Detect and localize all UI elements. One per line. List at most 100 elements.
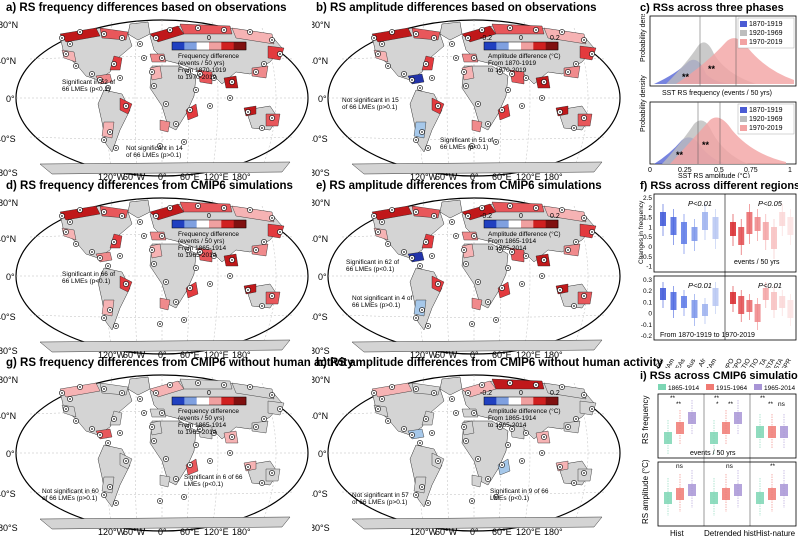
region-label: STIO bbox=[747, 358, 761, 369]
lme-marker-dot bbox=[419, 87, 421, 89]
box-bottom bbox=[688, 484, 696, 496]
map-panel-g: 80°N 40°N 0° 40°S 80°S 120°W 60°W 0° 60°… bbox=[0, 369, 309, 537]
svg-text:1965-2014: 1965-2014 bbox=[764, 385, 795, 392]
annotation: Not significant in 15 bbox=[342, 97, 399, 104]
lme-marker-dot bbox=[465, 440, 467, 442]
lat-label: 40°S bbox=[0, 489, 16, 499]
lme-marker-dot bbox=[583, 39, 585, 41]
lon-label: 120°W bbox=[98, 172, 126, 182]
lme-marker-dot bbox=[559, 111, 561, 113]
lme-marker-dot bbox=[169, 29, 171, 31]
lme-marker-dot bbox=[255, 426, 257, 428]
box-SPR bbox=[787, 300, 794, 318]
ytick: 2.5 bbox=[643, 195, 652, 202]
lme-region bbox=[159, 119, 171, 133]
region-label: STA bbox=[773, 357, 785, 368]
lme-marker-dot bbox=[535, 29, 537, 31]
lme-marker-dot bbox=[115, 325, 117, 327]
colorbar-segment bbox=[172, 220, 185, 228]
legend-top: 1870-1919 1920-1969 1970-2019 bbox=[737, 17, 795, 49]
colorbar-segment bbox=[233, 397, 247, 405]
lme-marker-dot bbox=[495, 496, 497, 498]
lat-label: 80°S bbox=[312, 523, 330, 533]
colorbar: 0 Frequency difference(events / 50 yrs)Fr… bbox=[171, 390, 247, 436]
lme-region bbox=[231, 382, 275, 400]
lme-marker-dot bbox=[279, 408, 281, 410]
lme-marker-dot bbox=[153, 85, 155, 87]
lon-labels: 120°W 60°W 0° 60°E 120°E 180° bbox=[98, 527, 251, 537]
lme-marker-dot bbox=[115, 147, 117, 149]
colorbar-segment bbox=[484, 397, 497, 405]
annotation: 66 LMEs (p<0.1) bbox=[440, 144, 488, 151]
world-map: 80°N 40°N 0° 40°S 80°S 120°W 60°W 0° 60°… bbox=[0, 19, 309, 182]
lme-marker-dot bbox=[463, 426, 465, 428]
antarctica bbox=[39, 339, 291, 353]
lme-marker-dot bbox=[583, 295, 585, 297]
svg-text:0: 0 bbox=[648, 167, 652, 174]
lme-marker-dot bbox=[465, 263, 467, 265]
lat-labels: 80°N 40°N 0° 40°S 80°S bbox=[312, 375, 330, 533]
lme-marker-dot bbox=[229, 275, 231, 277]
lme-marker-dot bbox=[391, 386, 393, 388]
lme-marker-dot bbox=[525, 255, 527, 257]
lme-marker-dot bbox=[425, 241, 427, 243]
lat-label: 40°S bbox=[312, 134, 328, 144]
lon-label: 60°W bbox=[123, 350, 146, 360]
lme-marker-dot bbox=[467, 37, 469, 39]
group-label: Hist-nature bbox=[756, 529, 796, 538]
lme-marker-dot bbox=[139, 43, 141, 45]
colorbar-label: Amplitude difference (°C) bbox=[488, 407, 561, 415]
lme-marker-dot bbox=[425, 418, 427, 420]
lme-marker-dot bbox=[75, 420, 77, 422]
lme-marker-dot bbox=[183, 141, 185, 143]
lme-marker-dot bbox=[507, 89, 509, 91]
legend-label: 1970-2019 bbox=[749, 39, 783, 46]
legend-swatch bbox=[740, 30, 747, 36]
lme-marker-dot bbox=[213, 255, 215, 257]
panel-a-title: a) RS frequency differences based on obs… bbox=[6, 2, 287, 14]
lme-marker-dot bbox=[381, 398, 383, 400]
legend-label: 1920-1969 bbox=[749, 116, 783, 123]
box-Aus bbox=[691, 227, 698, 241]
lme-marker-dot bbox=[69, 43, 71, 45]
lat-label: 0° bbox=[318, 94, 327, 104]
ytick: 0.1 bbox=[643, 299, 652, 306]
colorbar: -0.2 0 0.2 Amplitude difference (°C)From 18… bbox=[480, 390, 561, 429]
lme-marker-dot bbox=[175, 123, 177, 125]
lme-marker-dot bbox=[229, 452, 231, 454]
lme-marker-dot bbox=[431, 432, 433, 434]
box-STA bbox=[779, 212, 786, 226]
annotation: LMEs (p<0.1) bbox=[184, 481, 223, 488]
lme-marker-dot bbox=[187, 71, 189, 73]
lon-label: 120°E bbox=[204, 172, 229, 182]
lme-marker-dot bbox=[223, 207, 225, 209]
lme-marker-dot bbox=[209, 105, 211, 107]
lme-marker-dot bbox=[501, 287, 503, 289]
colorbar-tick: 0.2 bbox=[550, 213, 560, 220]
annotation: Significant in 51 of bbox=[440, 137, 493, 144]
colorbar-tick: 0.2 bbox=[550, 390, 560, 397]
ytick: 0.5 bbox=[643, 234, 652, 241]
lme-marker-dot bbox=[509, 382, 511, 384]
box-SAm bbox=[712, 217, 719, 239]
lme-marker-dot bbox=[119, 77, 121, 79]
lme-marker-dot bbox=[197, 27, 199, 29]
colorbar: -0.2 0 0.2 Amplitude difference (°C)From 18… bbox=[480, 35, 561, 74]
lme-marker-dot bbox=[199, 428, 201, 430]
lme-marker-dot bbox=[195, 444, 197, 446]
sig-label: ** bbox=[714, 395, 720, 402]
lme-markers bbox=[59, 380, 283, 506]
lat-label: 80°S bbox=[0, 168, 18, 178]
lme-marker-dot bbox=[91, 73, 93, 75]
colorbar-label: (events / 50 yrs) bbox=[178, 60, 225, 67]
region-label: Aus bbox=[686, 357, 698, 368]
lat-label: 80°N bbox=[312, 20, 330, 30]
lat-labels: 80°N 40°N 0° 40°S 80°S bbox=[0, 375, 18, 533]
sig-label: ns bbox=[778, 401, 786, 408]
box-SPR bbox=[787, 217, 794, 235]
colorbar-label: From 1865-1914 bbox=[488, 415, 536, 422]
lme-marker-dot bbox=[561, 31, 563, 33]
lme-marker-dot bbox=[451, 398, 453, 400]
